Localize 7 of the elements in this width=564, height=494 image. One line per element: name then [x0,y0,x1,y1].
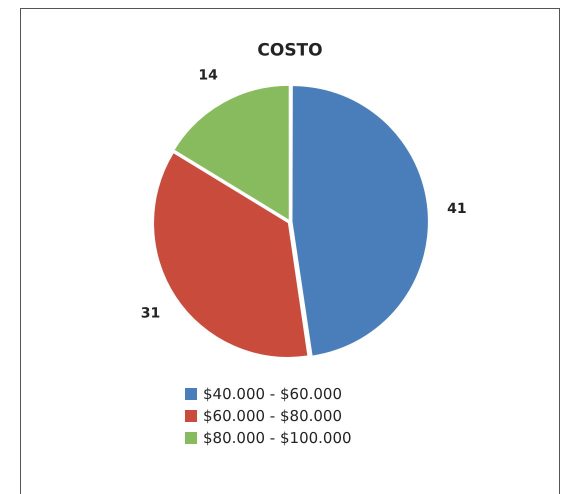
legend-label: $80.000 - $100.000 [203,429,352,447]
data-label: 41 [447,201,467,218]
data-label: 31 [140,306,160,322]
chart-title: COSTO [257,40,323,61]
legend-label: $60.000 - $80.000 [203,407,342,425]
data-label: 14 [198,67,218,84]
legend-label: $40.000 - $60.000 [203,385,342,403]
